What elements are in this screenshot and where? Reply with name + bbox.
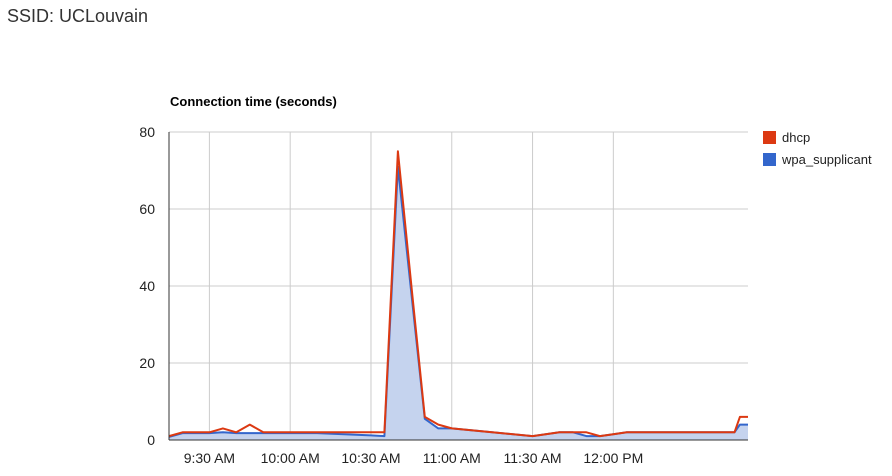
x-tick-label: 11:00 AM <box>423 450 481 466</box>
legend-label: dhcp <box>782 130 810 145</box>
y-tick-label: 80 <box>139 124 155 140</box>
x-tick-label: 10:30 AM <box>341 450 400 466</box>
area-fill <box>169 166 748 440</box>
chart-title: Connection time (seconds) <box>170 94 337 109</box>
legend-label: wpa_supplicant <box>781 152 872 167</box>
legend-item-dhcp[interactable]: dhcp <box>763 130 810 145</box>
series-lines <box>168 150 748 438</box>
x-tick-label: 9:30 AM <box>184 450 235 466</box>
wpa-supplicant-area <box>169 166 748 440</box>
x-axis-labels: 9:30 AM 10:00 AM 10:30 AM 11:00 AM 11:30 AM 1… <box>184 450 644 466</box>
series-line-wpa-supplicant <box>168 165 748 438</box>
x-tick-label: 12:00 PM <box>583 450 643 466</box>
legend-swatch <box>763 131 776 144</box>
y-axis-labels: 0 20 40 60 80 <box>139 124 155 448</box>
y-tick-label: 60 <box>139 201 155 217</box>
legend-swatch <box>763 153 776 166</box>
chart-axes <box>168 132 748 441</box>
y-tick-label: 0 <box>147 432 155 448</box>
chart-legend[interactable]: dhcp wpa_supplicant <box>763 130 872 167</box>
x-tick-label: 11:30 AM <box>503 450 561 466</box>
page-title: SSID: UCLouvain <box>7 6 149 26</box>
y-tick-label: 40 <box>139 278 155 294</box>
x-tick-label: 10:00 AM <box>261 450 320 466</box>
legend-item-wpa-supplicant[interactable]: wpa_supplicant <box>763 152 872 167</box>
chart-grid <box>169 131 748 441</box>
y-tick-label: 20 <box>139 355 155 371</box>
series-line-dhcp <box>168 150 748 438</box>
